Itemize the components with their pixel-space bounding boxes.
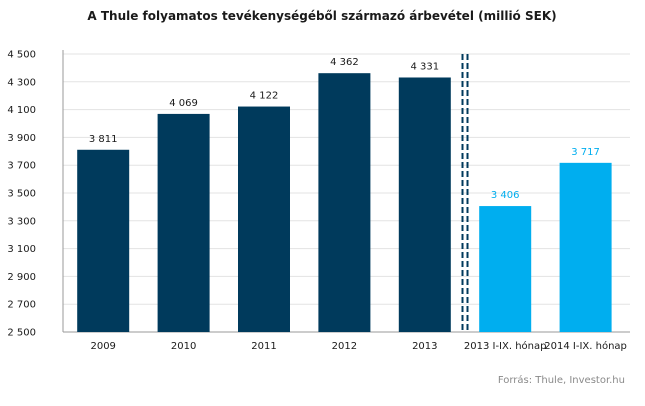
x-tick-label: 2013 I-IX. hónap — [464, 340, 547, 352]
data-label: 4 122 — [250, 91, 279, 102]
y-tick-label: 2 500 — [7, 328, 36, 339]
x-axis-labels: 2009 2010 2011 2012 2013 2013 I-IX. hónap2014… — [90, 340, 626, 352]
source-note: Forrás: Thule, Investor.hu — [498, 374, 625, 386]
data-label: 4 331 — [410, 61, 439, 72]
y-tick-label: 4 500 — [7, 50, 36, 61]
separator — [461, 54, 469, 332]
y-tick-label: 3 700 — [7, 161, 36, 172]
bar — [238, 106, 290, 333]
bar — [398, 77, 451, 332]
bar — [157, 113, 210, 332]
x-tick-label: 2012 — [332, 341, 357, 352]
x-tick-label: 2013 — [412, 341, 437, 352]
chart-title: A Thule folyamatos tevékenységéből szárm… — [87, 9, 556, 23]
data-label: 3 717 — [571, 147, 600, 158]
y-tick-label: 2 900 — [7, 272, 36, 283]
data-label: 3 811 — [89, 134, 118, 145]
y-axis-labels: 2 500 2 700 2 900 3 100 3 300 3 500 3 700 3 900… — [7, 50, 36, 339]
y-tick-label: 3 100 — [7, 244, 36, 255]
x-tick-label: 2010 — [171, 341, 196, 352]
x-tick-label: 2014 I-IX. hónap — [544, 340, 627, 352]
data-label: 3 406 — [491, 190, 520, 201]
x-tick-label: 2009 — [90, 341, 115, 352]
bars — [77, 73, 612, 333]
y-tick-label: 4 300 — [7, 77, 36, 88]
y-tick-label: 2 700 — [7, 300, 36, 311]
bar — [318, 73, 371, 332]
bar — [479, 206, 532, 332]
y-tick-label: 4 100 — [7, 105, 36, 116]
bar — [77, 149, 130, 332]
bar — [559, 162, 612, 332]
data-labels: 3 811 4 069 4 122 4 362 4 331 3 406 3 717 — [89, 57, 600, 201]
y-tick-label: 3 500 — [7, 189, 36, 200]
x-tick-label: 2011 — [251, 341, 276, 352]
data-label: 4 362 — [330, 57, 359, 68]
y-tick-label: 3 300 — [7, 216, 36, 227]
data-label: 4 069 — [169, 98, 198, 109]
y-tick-label: 3 900 — [7, 133, 36, 144]
